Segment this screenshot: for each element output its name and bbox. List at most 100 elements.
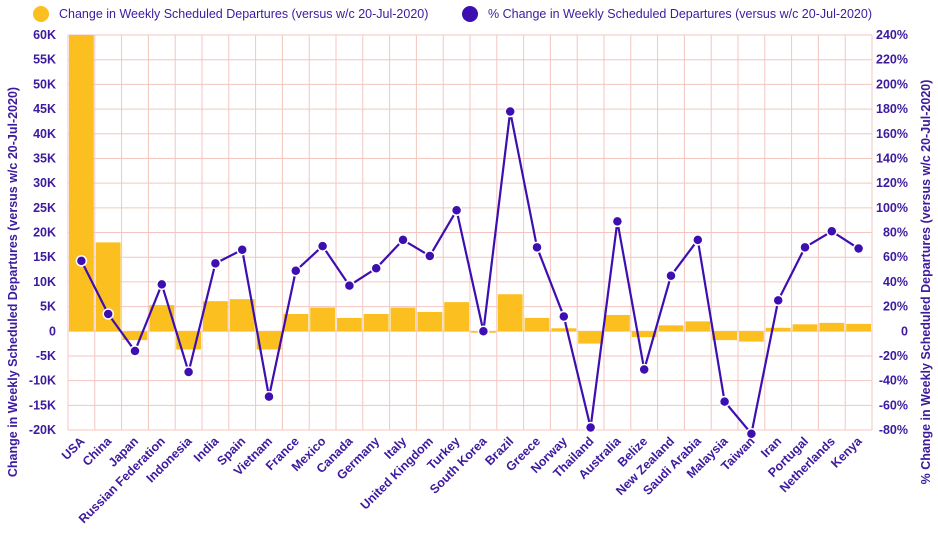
y2-tick-label: 0 — [901, 324, 908, 338]
y-tick-label: 50K — [33, 77, 56, 91]
bar-france — [283, 313, 309, 332]
legend-item-line[interactable]: % Change in Weekly Scheduled Departures … — [462, 6, 872, 22]
line-point-iran — [772, 294, 784, 307]
line-point-norway — [558, 310, 570, 323]
bar-malaysia — [712, 331, 737, 341]
bar-portugal — [792, 324, 818, 332]
line-series — [75, 105, 865, 440]
bar-italy — [390, 307, 416, 332]
line-point-japan — [129, 345, 141, 357]
bar-canada — [337, 317, 362, 332]
line-point-thailand — [584, 421, 597, 434]
y2-tick-label: 180% — [876, 102, 908, 116]
line-point-australia — [611, 215, 624, 228]
bar-india — [203, 301, 228, 332]
y2-tick-label: 160% — [876, 127, 908, 141]
line-point-india — [209, 257, 222, 270]
bar-greece — [524, 317, 550, 332]
y2-tick-label: -40% — [879, 374, 908, 388]
line-point-mexico — [316, 240, 329, 252]
legend-item-bar[interactable]: Change in Weekly Scheduled Departures (v… — [33, 6, 428, 22]
line-point-greece — [531, 241, 543, 254]
y-tick-label: -15K — [29, 398, 56, 412]
line-point-saudi-arabia — [692, 234, 704, 246]
y-tick-label: 55K — [33, 53, 56, 67]
y-tick-label: 45K — [33, 102, 56, 116]
bar-taiwan — [739, 331, 764, 342]
y2-tick-label: 20% — [883, 300, 908, 314]
bars — [69, 35, 871, 350]
y-tick-label: -5K — [36, 349, 56, 363]
line-point-portugal — [799, 241, 811, 254]
y2-tick-label: 220% — [876, 53, 908, 67]
y2-tick-label: -60% — [879, 398, 908, 412]
y2-tick-label: 60% — [883, 250, 908, 264]
legend: Change in Weekly Scheduled Departures (v… — [0, 6, 938, 28]
line-point-france — [290, 265, 302, 277]
bar-netherlands — [819, 322, 845, 332]
line-point-brazil — [504, 105, 516, 118]
line-point-new-zealand — [665, 269, 677, 282]
y-tick-label: 30K — [33, 176, 56, 190]
bar-spain — [229, 299, 255, 332]
bar-brazil — [497, 294, 523, 332]
legend-label-bar: Change in Weekly Scheduled Departures (v… — [59, 7, 429, 21]
y2-tick-label: 200% — [876, 77, 908, 91]
bar-saudi-arabia — [685, 321, 711, 332]
line-point-belize — [638, 363, 650, 376]
y2-tick-label: 140% — [876, 151, 908, 165]
line-point-south-korea — [477, 325, 490, 337]
bar-germany — [363, 313, 389, 332]
y2-tick-label: -20% — [879, 349, 908, 363]
bar-vietnam — [256, 331, 282, 350]
bar-turkey — [444, 302, 469, 332]
y-axis-ticks: 60K 55K 50K 45K 40K 35K 30K 25K 20K 15K 10K 5K 0 -5K -… — [29, 28, 56, 437]
line-point-netherlands — [826, 225, 838, 238]
bar-united-kingdom — [417, 311, 443, 332]
line-point-usa — [75, 255, 88, 267]
y-tick-label: 0 — [49, 324, 56, 338]
line-point-spain — [236, 244, 248, 256]
line-point-russian-federation — [156, 278, 168, 291]
legend-swatch-bar — [33, 6, 49, 22]
grid — [67, 34, 873, 431]
line-point-canada — [343, 279, 356, 292]
y2-tick-label: 240% — [876, 28, 908, 42]
bar-iran — [765, 327, 791, 332]
bar-belize — [631, 331, 657, 338]
line-point-vietnam — [263, 390, 275, 403]
y-tick-label: 35K — [33, 151, 56, 165]
y-tick-label: 10K — [33, 275, 56, 289]
bar-kenya — [846, 323, 871, 332]
y2-axis-ticks: 240% 220% 200% 180% 160% 140% 120% 100% 80% 60% 40… — [876, 28, 908, 437]
line-point-germany — [370, 262, 382, 275]
y2-tick-label: 40% — [883, 275, 908, 289]
bar-australia — [605, 314, 630, 332]
y2-tick-label: 80% — [883, 226, 908, 240]
line-point-china — [102, 308, 114, 320]
x-tick-label: Kenya — [828, 433, 865, 470]
bar-new-zealand — [658, 325, 684, 332]
line-point-united-kingdom — [424, 250, 436, 262]
legend-swatch-line — [462, 6, 478, 22]
y-tick-label: 25K — [33, 201, 56, 215]
y-tick-label: 15K — [33, 250, 56, 264]
bar-japan — [122, 331, 148, 341]
y2-tick-label: 120% — [876, 176, 908, 190]
y-tick-label: 5K — [40, 300, 56, 314]
y-tick-label: -10K — [29, 374, 56, 388]
bar-thailand — [578, 331, 603, 344]
y2-tick-label: -80% — [879, 423, 908, 437]
y2-tick-label: 100% — [876, 201, 908, 215]
y-tick-label: 40K — [33, 127, 56, 141]
bar-usa — [69, 35, 94, 332]
y-tick-label: 60K — [33, 28, 56, 42]
line-path — [80, 110, 860, 435]
line-point-malaysia — [718, 395, 731, 408]
line-point-turkey — [450, 204, 463, 217]
y-tick-label: 20K — [33, 226, 56, 240]
line-point-indonesia — [182, 366, 195, 378]
line-point-italy — [397, 234, 409, 246]
